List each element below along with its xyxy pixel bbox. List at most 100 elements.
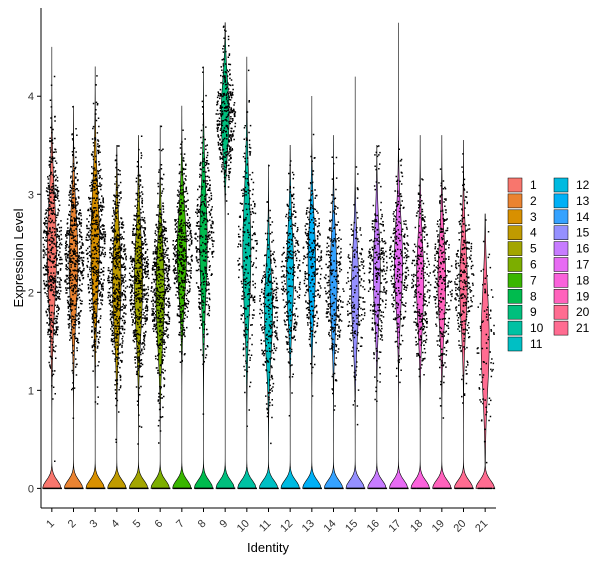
x-tick-label: 11 <box>257 518 274 535</box>
jitter-points-1 <box>42 75 63 490</box>
legend-item-10: 10 <box>507 320 544 336</box>
jitter-points-2 <box>64 106 85 490</box>
x-tick-label: 5 <box>131 518 144 531</box>
jitter-points-16 <box>367 145 388 490</box>
x-tick-label: 19 <box>430 518 447 535</box>
jitter-points-11 <box>259 164 279 490</box>
jitter-points-20 <box>454 153 475 490</box>
legend-item-12: 12 <box>553 177 590 193</box>
plot-area <box>42 22 496 490</box>
violin-group-1 <box>42 46 63 490</box>
legend-swatch <box>507 289 523 304</box>
violin-group-21 <box>475 213 496 490</box>
legend-label: 6 <box>530 258 537 272</box>
x-tick-label: 10 <box>235 518 252 535</box>
legend-label: 19 <box>576 289 590 303</box>
legend-swatch <box>553 320 569 336</box>
violin-5 <box>128 135 149 489</box>
legend-label: 11 <box>530 337 543 351</box>
legend-item-2: 2 <box>507 193 537 209</box>
legend-label: 4 <box>530 226 537 240</box>
legend-swatch <box>507 336 523 352</box>
violin-group-6 <box>150 125 172 490</box>
x-tick-label: 7 <box>174 518 187 531</box>
jitter-points-9 <box>215 25 237 490</box>
legend-item-17: 17 <box>553 257 590 272</box>
jitter-points-17 <box>388 148 410 490</box>
legend-swatch <box>553 225 569 240</box>
jitter-points-18 <box>411 178 432 490</box>
legend-label: 20 <box>576 305 590 319</box>
violin-group-16 <box>367 144 388 490</box>
x-tick-label: 14 <box>321 518 338 535</box>
x-tick-label: 18 <box>408 518 425 535</box>
legend-item-18: 18 <box>553 273 590 288</box>
legend-label: 3 <box>530 210 537 224</box>
legend-swatch <box>553 209 569 225</box>
x-tick-label: 17 <box>386 518 403 535</box>
violin-3 <box>85 66 105 489</box>
legend-swatch <box>553 304 569 320</box>
legend-swatch <box>507 241 523 256</box>
legend-label: 1 <box>530 178 537 192</box>
jitter-points-19 <box>432 168 453 490</box>
x-axis-ticks: 1 2 3 4 5 6 7 8 9 10 11 12 13 14 15 16 17 18 19 20 21 <box>44 508 490 535</box>
legend-label: 9 <box>530 305 537 319</box>
legend-swatch <box>553 257 569 272</box>
violin-group-13 <box>302 95 323 490</box>
violin-group-19 <box>432 135 453 490</box>
violin-group-12 <box>280 144 301 490</box>
violin-16 <box>367 144 387 489</box>
legend-item-9: 9 <box>507 304 537 320</box>
x-tick-label: 8 <box>196 518 209 531</box>
legend-item-20: 20 <box>553 304 590 320</box>
legend-swatch <box>553 289 569 304</box>
x-tick-label: 13 <box>300 518 317 535</box>
legend-label: 7 <box>530 273 537 287</box>
legend-item-11: 11 <box>507 336 543 352</box>
violin-18 <box>410 135 430 489</box>
legend-swatch <box>553 241 569 256</box>
legend-swatch <box>507 257 523 272</box>
legend-label: 2 <box>530 194 537 208</box>
x-tick-label: 12 <box>278 518 295 535</box>
y-tick-label: 0 <box>28 483 34 495</box>
jitter-points-12 <box>280 160 301 490</box>
violin-group-14 <box>323 135 345 490</box>
legend-item-15: 15 <box>553 225 590 240</box>
legend-swatch <box>507 225 523 240</box>
y-tick-label: 2 <box>28 287 34 299</box>
violin-15 <box>345 76 365 489</box>
legend-item-3: 3 <box>507 209 537 225</box>
violin-6 <box>150 125 170 489</box>
violin-group-7 <box>172 105 193 490</box>
x-tick-label: 20 <box>451 518 468 535</box>
legend-swatch <box>507 273 523 288</box>
y-tick-label: 3 <box>28 189 34 201</box>
legend-label: 15 <box>576 226 590 240</box>
violin-17 <box>388 22 409 489</box>
violin-9 <box>215 22 235 489</box>
violin-group-11 <box>258 164 279 490</box>
violin-group-17 <box>388 22 410 490</box>
violin-group-8 <box>193 66 215 490</box>
legend-label: 17 <box>576 258 590 272</box>
legend-label: 18 <box>576 273 590 287</box>
legend-item-8: 8 <box>507 289 537 304</box>
legend-swatch <box>507 193 523 209</box>
violin-group-18 <box>410 135 432 490</box>
legend-swatch <box>507 304 523 320</box>
violin-group-4 <box>107 144 129 490</box>
legend-label: 5 <box>530 242 537 256</box>
legend-item-1: 1 <box>507 177 537 193</box>
jitter-points-15 <box>345 166 366 490</box>
violin-group-2 <box>63 105 85 490</box>
legend-swatch <box>553 177 569 193</box>
legend-label: 10 <box>530 321 544 335</box>
violin-13 <box>302 95 322 489</box>
legend-label: 12 <box>576 178 590 192</box>
violin-19 <box>432 135 452 489</box>
x-tick-label: 1 <box>44 518 57 531</box>
jitter-points-6 <box>150 125 172 490</box>
legend-item-7: 7 <box>507 273 537 288</box>
